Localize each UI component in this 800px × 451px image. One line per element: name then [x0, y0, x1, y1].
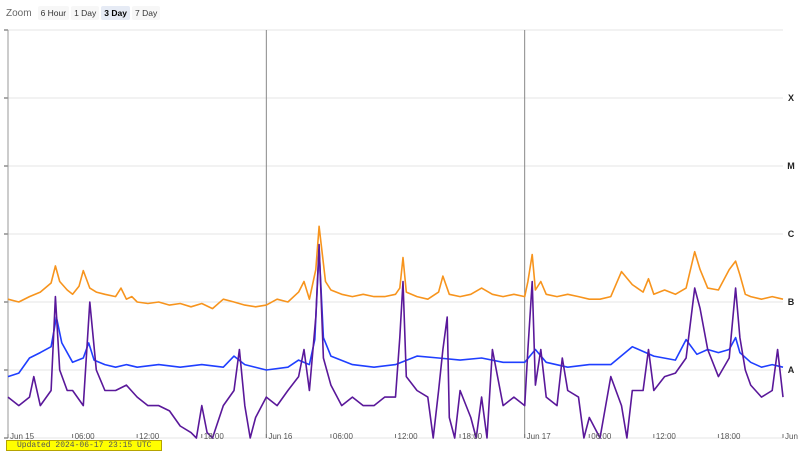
x-tick-label: 12:00	[398, 432, 419, 441]
class-label-a: A	[788, 365, 795, 375]
zoom-3-day-button[interactable]: 3 Day	[101, 6, 130, 20]
x-tick-label: 12:00	[139, 432, 160, 441]
zoom-bar: Zoom 6 Hour 1 Day 3 Day 7 Day	[6, 4, 161, 22]
x-tick-label: 06:00	[333, 432, 354, 441]
class-label-c: C	[788, 229, 795, 239]
series-line-0	[7, 225, 784, 310]
updated-timestamp-badge: Updated 2024-06-17 23:15 UTC	[6, 440, 163, 451]
zoom-7-day-button[interactable]: 7 Day	[131, 6, 161, 20]
x-tick-label: 18:00	[204, 432, 225, 441]
x-tick-label: 18:00	[720, 432, 741, 441]
x-tick-label: 06:00	[591, 432, 612, 441]
zoom-1-day-button[interactable]: 1 Day	[71, 6, 100, 20]
zoom-label: Zoom	[6, 7, 32, 19]
x-tick-label: 12:00	[656, 432, 677, 441]
series-line-2	[7, 243, 784, 439]
x-tick-label: 06:00	[75, 432, 96, 441]
zoom-6-hour-button[interactable]: 6 Hour	[37, 6, 70, 20]
class-label-x: X	[788, 93, 794, 103]
x-tick-label: Jun 18	[785, 432, 800, 441]
x-tick-label: Jun 15	[10, 432, 35, 441]
class-label-b: B	[788, 297, 795, 307]
x-tick-label: Jun 16	[268, 432, 293, 441]
x-tick-label: Jun 17	[527, 432, 552, 441]
x-tick-label: 18:00	[462, 432, 483, 441]
class-label-m: M	[787, 161, 795, 171]
series-line-1	[7, 248, 784, 378]
